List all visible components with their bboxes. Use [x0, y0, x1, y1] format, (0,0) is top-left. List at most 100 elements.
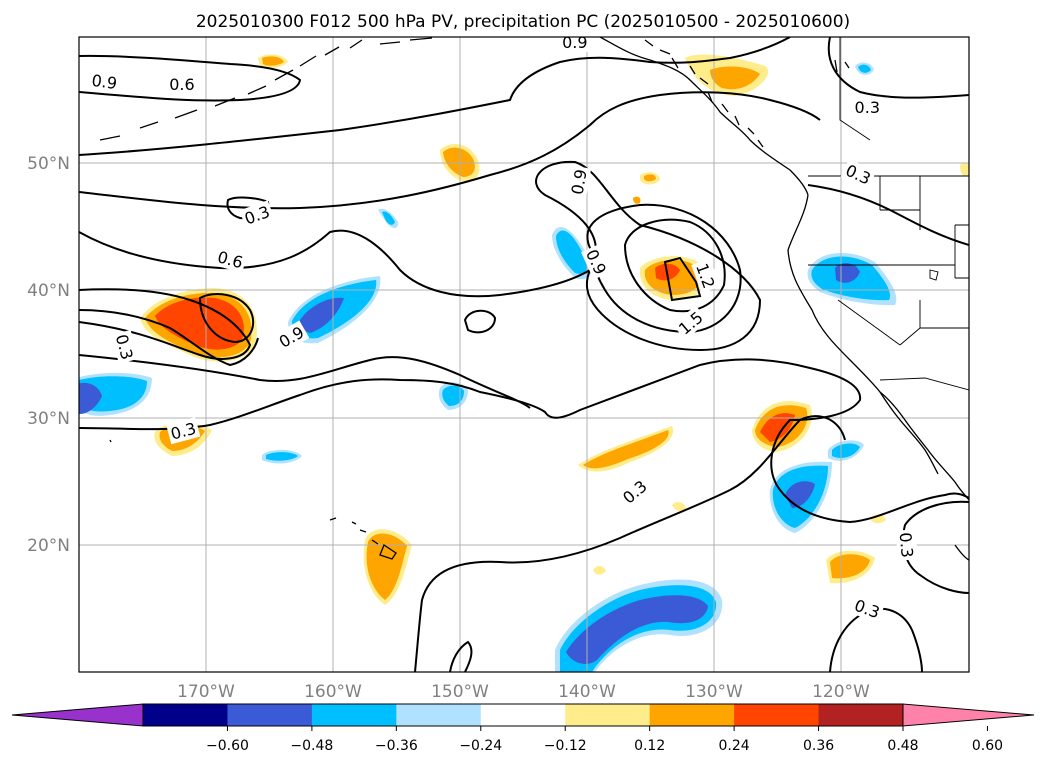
colorbar-label: −0.48: [290, 738, 333, 754]
pv-contour-0.3: [829, 607, 923, 672]
baja-california: [879, 391, 939, 475]
colorbar-label: −0.36: [375, 738, 418, 754]
precip-negative-area: [79, 382, 102, 414]
longitude-labels: 170°W 160°W 150°W 140°W 130°W 120°W: [177, 682, 870, 702]
contour-label-background: [166, 73, 197, 94]
contour-label: 0.9: [90, 71, 118, 93]
precip-negative-area: [442, 385, 464, 406]
colorbar-swatch: [734, 704, 820, 726]
contour-label-background: [691, 258, 721, 294]
lon-label: 170°W: [177, 682, 235, 702]
contour-label-background: [559, 37, 590, 53]
small-island: [109, 439, 112, 443]
pv-contour-0.9: [535, 160, 762, 352]
contour-label-background: [852, 96, 883, 117]
colorbar-swatches: [11, 703, 1035, 727]
contour-label-background: [849, 593, 885, 624]
contour-label-background: [88, 69, 121, 94]
contour-label: 0.3: [896, 532, 917, 559]
colorbar-label: 0.36: [803, 738, 834, 754]
colorbar-label: 0.48: [887, 738, 918, 754]
contour-label-background: [213, 245, 248, 273]
precip-negative-area: [785, 481, 815, 508]
colorbar: −0.60 −0.48 −0.36 −0.24 −0.12 0.12 0.24 …: [11, 703, 1035, 754]
pv-contour-0.6: [79, 229, 591, 298]
pv-contour-1.5: [663, 256, 702, 302]
colorbar-swatch: [480, 704, 566, 726]
precip-positive-area: [155, 297, 244, 350]
pv-contour-0.3: [414, 415, 846, 672]
pv-contour-1.5: [623, 218, 726, 313]
colorbar-swatch: [649, 704, 735, 726]
pv-contour-0.6: [79, 309, 259, 367]
colorbar-swatch: [818, 704, 904, 726]
precip-positive-area: [443, 147, 475, 177]
colorbar-swatch: [565, 704, 651, 726]
colorbar-swatch: [396, 704, 482, 726]
precip-positive-area: [644, 174, 656, 182]
latitude-labels: 50°N 40°N 30°N 20°N: [27, 154, 70, 556]
lat-label: 30°N: [27, 409, 70, 429]
pv-contour-0.3: [827, 37, 969, 99]
colorbar-label: −0.24: [459, 738, 502, 754]
figure-title: 2025010300 F012 500 hPa PV, precipitatio…: [196, 12, 850, 32]
us-state-borders: [808, 176, 969, 346]
lat-label: 20°N: [27, 536, 70, 556]
precip-positive-area: [583, 430, 669, 469]
lake-outline: [929, 269, 939, 281]
contour-label: 0.9: [568, 168, 591, 196]
precip-negative-area: [566, 595, 708, 664]
pv-contour-0.3: [79, 288, 252, 360]
lon-label: 120°W: [812, 682, 870, 702]
colorbar-extend-low: [11, 703, 144, 727]
contour-label-background: [166, 417, 201, 445]
lon-label: 130°W: [685, 682, 743, 702]
pv-contour-1.2: [586, 203, 742, 334]
hawaii-islands: [329, 517, 397, 560]
precip-positive-area: [830, 554, 870, 579]
coastlines: [99, 37, 969, 561]
pv-contour-0.3: [807, 184, 969, 246]
precip-negative-area: [556, 230, 588, 274]
contour-label-background: [616, 474, 653, 509]
pv-contour-0.6: [79, 37, 791, 156]
precip-negative-area: [858, 64, 871, 73]
north-america-west-coast: [787, 194, 969, 501]
lat-label: 50°N: [27, 154, 70, 174]
colorbar-frame: [142, 703, 904, 727]
precip-positive-area: [366, 533, 407, 600]
contour-label-background: [239, 200, 275, 230]
precip-positive-area: [593, 565, 606, 575]
lon-label: 150°W: [431, 682, 489, 702]
colorbar-swatch: [227, 704, 313, 726]
precip-positive-area: [760, 413, 795, 442]
us-mexico-border: [879, 377, 969, 391]
aleutian-coast: [99, 37, 433, 141]
colorbar-swatch: [143, 704, 228, 726]
colorbar-label: −0.60: [206, 738, 249, 754]
precipitation-anomaly-shading: [79, 54, 969, 672]
precip-positive-area: [672, 502, 686, 512]
colorbar-label: 0.60: [972, 738, 1003, 754]
alaska-peninsula-islands: [834, 59, 850, 73]
pv-contour-0.3: [79, 354, 531, 409]
lat-label: 40°N: [27, 281, 70, 301]
contour-label-background: [895, 529, 918, 561]
map-layers: 0.9 0.60.90.30.30.90.30.6 0.9 1.21.50.90.30…: [79, 33, 969, 672]
pv-contour-0.9: [198, 293, 255, 344]
political-borders: [808, 37, 969, 391]
colorbar-extend-high: [902, 703, 1035, 727]
lon-label: 160°W: [304, 682, 362, 702]
precip-negative-area: [832, 443, 860, 458]
colorbar-label: 0.24: [719, 738, 750, 754]
pv-contour-0.3: [79, 358, 969, 524]
contour-label: 0.9: [562, 33, 587, 52]
contour-label-background: [566, 165, 592, 199]
canada-province-border: [839, 37, 871, 141]
pv-contour-0.9: [79, 54, 302, 102]
colorbar-tick-labels: −0.60 −0.48 −0.36 −0.24 −0.12 0.12 0.24 …: [206, 738, 1003, 754]
colorbar-label: −0.12: [544, 738, 587, 754]
colorbar-tick-marks: [226, 726, 988, 731]
colorbar-label: 0.12: [634, 738, 665, 754]
